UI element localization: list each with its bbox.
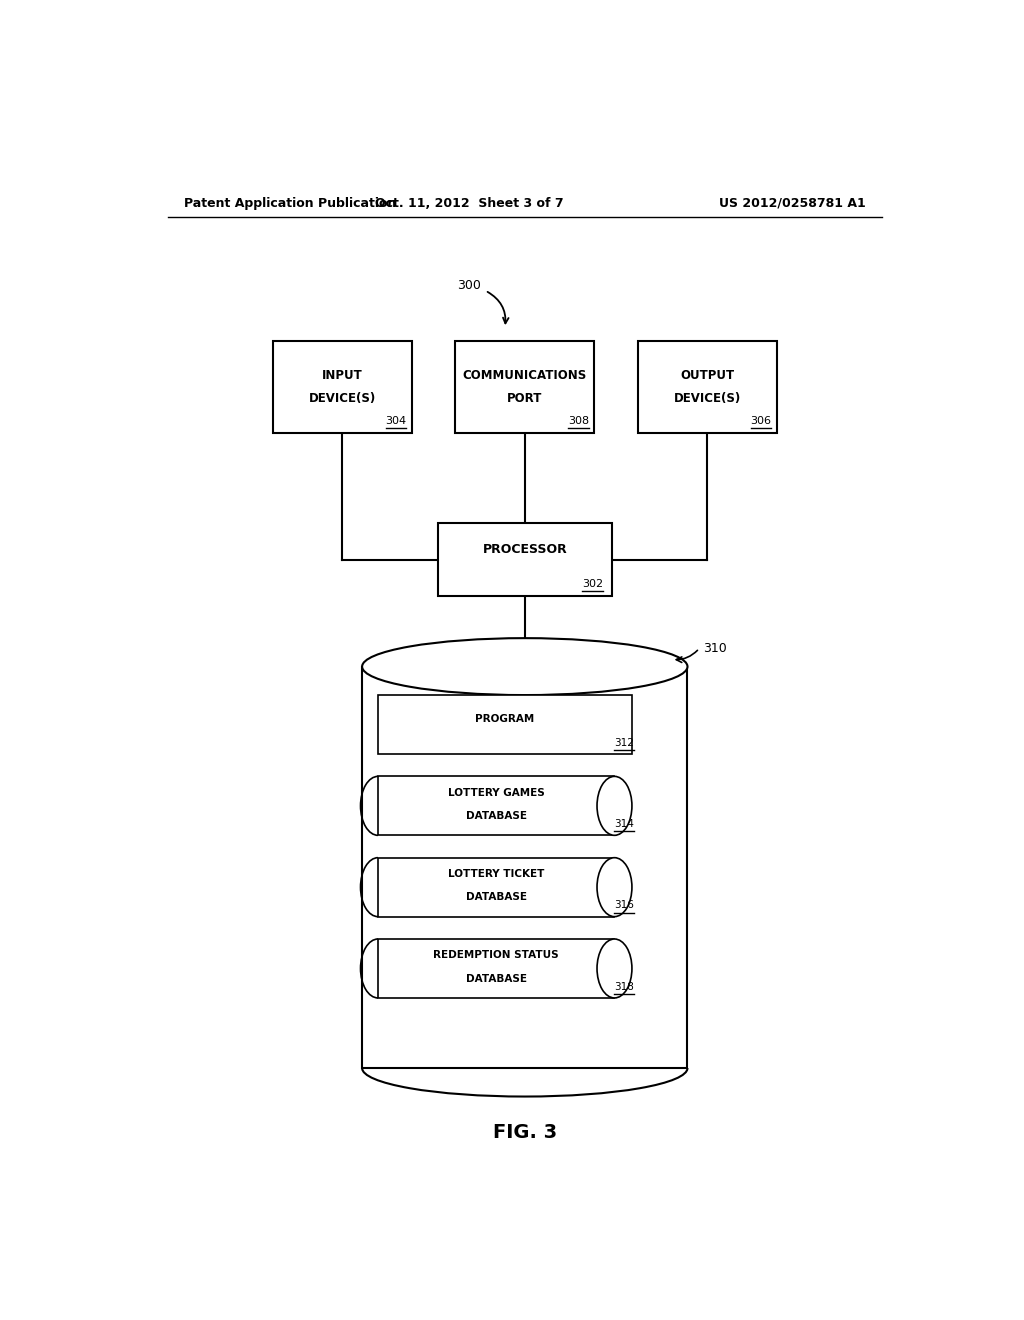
Text: Patent Application Publication: Patent Application Publication — [183, 197, 396, 210]
Text: 302: 302 — [582, 579, 603, 589]
Ellipse shape — [362, 638, 687, 696]
Text: Oct. 11, 2012  Sheet 3 of 7: Oct. 11, 2012 Sheet 3 of 7 — [375, 197, 563, 210]
FancyBboxPatch shape — [437, 523, 612, 597]
Text: LOTTERY GAMES: LOTTERY GAMES — [447, 788, 545, 797]
Text: DATABASE: DATABASE — [466, 810, 526, 821]
FancyBboxPatch shape — [378, 939, 614, 998]
Text: 318: 318 — [614, 982, 634, 991]
FancyBboxPatch shape — [272, 342, 412, 433]
FancyBboxPatch shape — [456, 342, 594, 433]
Ellipse shape — [597, 776, 632, 836]
FancyBboxPatch shape — [378, 858, 614, 916]
Text: 314: 314 — [614, 820, 634, 829]
Bar — [362, 667, 687, 1068]
Ellipse shape — [597, 858, 632, 916]
Text: 310: 310 — [703, 642, 727, 655]
Text: LOTTERY TICKET: LOTTERY TICKET — [449, 869, 545, 879]
Text: OUTPUT: OUTPUT — [680, 368, 734, 381]
Text: DEVICE(S): DEVICE(S) — [308, 392, 376, 405]
Text: 300: 300 — [458, 279, 481, 292]
Text: COMMUNICATIONS: COMMUNICATIONS — [463, 368, 587, 381]
FancyBboxPatch shape — [378, 776, 614, 836]
Text: FIG. 3: FIG. 3 — [493, 1122, 557, 1142]
Text: DATABASE: DATABASE — [466, 974, 526, 983]
Text: 306: 306 — [751, 416, 771, 425]
Text: PROCESSOR: PROCESSOR — [482, 544, 567, 556]
Text: DATABASE: DATABASE — [466, 892, 526, 903]
Text: PROGRAM: PROGRAM — [475, 714, 535, 725]
Text: 308: 308 — [567, 416, 589, 425]
Text: 312: 312 — [614, 738, 634, 748]
FancyBboxPatch shape — [638, 342, 777, 433]
Text: REDEMPTION STATUS: REDEMPTION STATUS — [433, 950, 559, 960]
Text: DEVICE(S): DEVICE(S) — [674, 392, 741, 405]
Text: 304: 304 — [385, 416, 407, 425]
Text: US 2012/0258781 A1: US 2012/0258781 A1 — [719, 197, 866, 210]
Ellipse shape — [597, 939, 632, 998]
Text: 316: 316 — [614, 900, 634, 911]
Text: INPUT: INPUT — [322, 368, 362, 381]
FancyBboxPatch shape — [378, 696, 632, 754]
Text: PORT: PORT — [507, 392, 543, 405]
